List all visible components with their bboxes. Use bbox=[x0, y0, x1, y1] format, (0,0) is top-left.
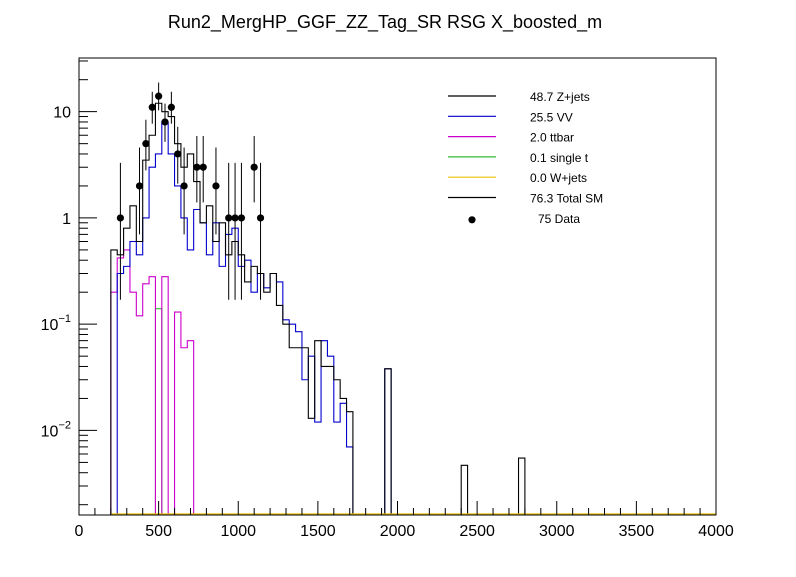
legend-label: 76.3 Total SM bbox=[530, 192, 603, 206]
x-tick-label: 500 bbox=[145, 523, 172, 540]
axes-group: 0 500 1000 1500 2000 2500 3000 3500 4000 10 1 10−1 1… bbox=[41, 60, 734, 540]
y-tick-label: 10−2 bbox=[41, 419, 71, 440]
y-tick-label: 1 bbox=[62, 211, 71, 228]
legend-entry: 75 Data bbox=[468, 212, 580, 226]
x-tick-label: 3500 bbox=[619, 523, 655, 540]
data-point bbox=[161, 103, 169, 142]
data-point bbox=[148, 91, 156, 124]
legend-label: 25.5 VV bbox=[530, 110, 573, 124]
x-tick-label: 1000 bbox=[220, 523, 256, 540]
x-tick-label: 2000 bbox=[380, 523, 416, 540]
legend: 48.7 Z+jets 25.5 VV 2.0 ttbar 0.1 single t 0… bbox=[448, 90, 603, 226]
legend-entry: 2.0 ttbar bbox=[448, 131, 574, 145]
data-point bbox=[116, 162, 125, 300]
data-point bbox=[256, 162, 265, 300]
data-point-marker bbox=[180, 182, 188, 190]
legend-entry: 48.7 Z+jets bbox=[448, 90, 590, 104]
data-point-marker bbox=[237, 214, 246, 222]
legend-label: 0.1 single t bbox=[530, 151, 589, 165]
x-tick-label: 2500 bbox=[459, 523, 495, 540]
data-point-marker bbox=[155, 92, 163, 100]
data-point-marker bbox=[199, 163, 207, 171]
legend-marker bbox=[468, 216, 476, 224]
data-point-marker bbox=[174, 150, 182, 158]
data-point bbox=[199, 136, 207, 203]
x-tick-label: 3000 bbox=[539, 523, 575, 540]
chart-title: Run2_MergHP_GGF_ZZ_Tag_SR RSG X_boosted_… bbox=[168, 12, 602, 33]
y-tick-label: 10 bbox=[53, 105, 71, 122]
data-point-marker bbox=[256, 214, 265, 222]
data-point bbox=[231, 162, 239, 300]
x-tick-label: 0 bbox=[75, 523, 84, 540]
data-point bbox=[237, 162, 246, 300]
data-point bbox=[212, 147, 220, 235]
data-point-marker bbox=[193, 163, 201, 171]
data-point bbox=[167, 91, 175, 124]
data-point bbox=[155, 82, 163, 111]
data-point-marker bbox=[212, 182, 220, 190]
y-tick-label: 10−1 bbox=[41, 313, 71, 334]
data-point bbox=[135, 147, 144, 235]
x-tick-label: 4000 bbox=[698, 523, 734, 540]
legend-entry: 0.0 W+jets bbox=[448, 171, 587, 185]
x-tick-label: 1500 bbox=[300, 523, 336, 540]
data-point-marker bbox=[135, 182, 144, 190]
data-point-marker bbox=[231, 214, 239, 222]
data-point-marker bbox=[142, 140, 150, 148]
series-group bbox=[79, 102, 716, 516]
data-point bbox=[193, 136, 201, 203]
legend-label: 0.0 W+jets bbox=[530, 171, 587, 185]
data-point-marker bbox=[225, 214, 233, 222]
legend-entry: 0.1 single t bbox=[448, 151, 589, 165]
data-point bbox=[174, 126, 182, 184]
legend-label: 48.7 Z+jets bbox=[530, 90, 590, 104]
data-point-marker bbox=[161, 118, 169, 126]
data-point-marker bbox=[167, 103, 175, 111]
data-point bbox=[180, 147, 188, 235]
legend-entry: 25.5 VV bbox=[448, 110, 573, 124]
data-points-group bbox=[116, 82, 265, 300]
data-point-marker bbox=[148, 103, 156, 111]
data-point-marker bbox=[250, 163, 258, 171]
legend-label: 75 Data bbox=[538, 212, 580, 226]
data-point-marker bbox=[116, 214, 125, 222]
legend-label: 2.0 ttbar bbox=[530, 131, 574, 145]
data-point bbox=[250, 136, 258, 203]
legend-entry: 76.3 Total SM bbox=[448, 192, 603, 206]
data-point bbox=[225, 162, 233, 300]
data-point bbox=[142, 119, 150, 171]
series-ttbar-histogram bbox=[79, 249, 716, 516]
